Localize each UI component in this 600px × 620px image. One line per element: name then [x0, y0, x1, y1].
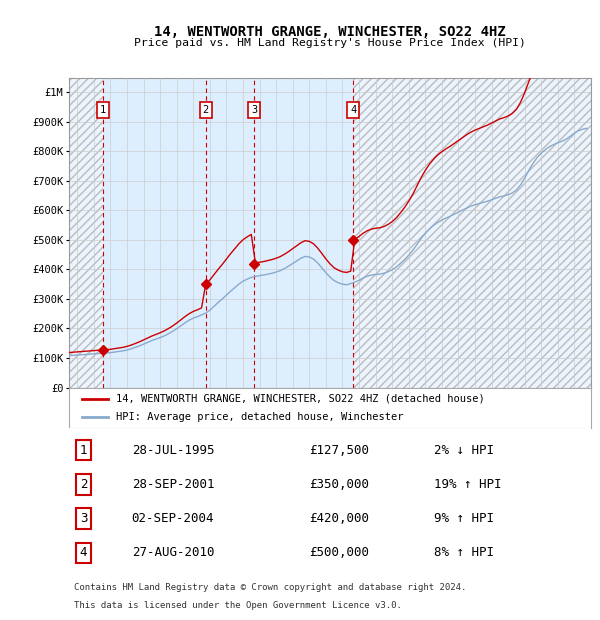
Text: 3: 3 [80, 512, 88, 525]
Text: 02-SEP-2004: 02-SEP-2004 [131, 512, 214, 525]
Text: Contains HM Land Registry data © Crown copyright and database right 2024.: Contains HM Land Registry data © Crown c… [74, 583, 467, 592]
Text: 2: 2 [80, 478, 88, 491]
Text: 8% ↑ HPI: 8% ↑ HPI [434, 546, 494, 559]
Text: 4: 4 [80, 546, 88, 559]
Text: 9% ↑ HPI: 9% ↑ HPI [434, 512, 494, 525]
Text: 1: 1 [100, 105, 106, 115]
Text: This data is licensed under the Open Government Licence v3.0.: This data is licensed under the Open Gov… [74, 601, 402, 611]
Text: £420,000: £420,000 [309, 512, 369, 525]
Text: HPI: Average price, detached house, Winchester: HPI: Average price, detached house, Winc… [116, 412, 403, 422]
Text: 2% ↓ HPI: 2% ↓ HPI [434, 444, 494, 456]
Text: 3: 3 [251, 105, 257, 115]
Text: 2: 2 [202, 105, 209, 115]
Text: 27-AUG-2010: 27-AUG-2010 [131, 546, 214, 559]
Text: £500,000: £500,000 [309, 546, 369, 559]
Text: 28-JUL-1995: 28-JUL-1995 [131, 444, 214, 456]
Text: £350,000: £350,000 [309, 478, 369, 491]
Text: 4: 4 [350, 105, 356, 115]
Text: 19% ↑ HPI: 19% ↑ HPI [434, 478, 502, 491]
Text: 14, WENTWORTH GRANGE, WINCHESTER, SO22 4HZ (detached house): 14, WENTWORTH GRANGE, WINCHESTER, SO22 4… [116, 394, 485, 404]
Text: 1: 1 [80, 444, 88, 456]
Text: 28-SEP-2001: 28-SEP-2001 [131, 478, 214, 491]
Text: £127,500: £127,500 [309, 444, 369, 456]
Text: 14, WENTWORTH GRANGE, WINCHESTER, SO22 4HZ: 14, WENTWORTH GRANGE, WINCHESTER, SO22 4… [154, 25, 506, 39]
Text: Price paid vs. HM Land Registry's House Price Index (HPI): Price paid vs. HM Land Registry's House … [134, 38, 526, 48]
